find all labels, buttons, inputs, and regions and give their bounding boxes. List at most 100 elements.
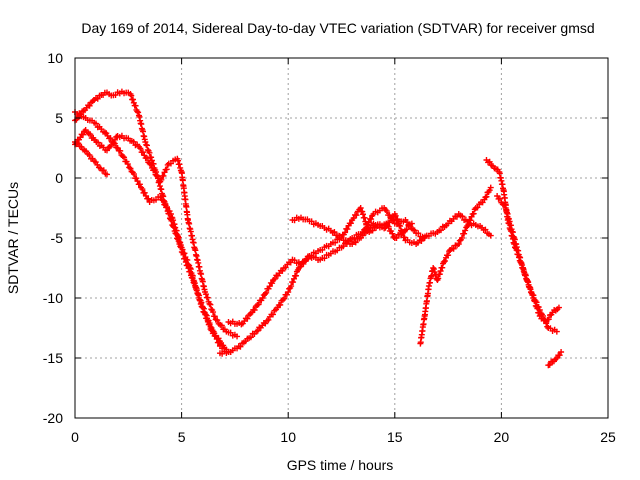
data-point (139, 186, 146, 193)
x-tick-label: 0 (71, 429, 79, 445)
data-point (207, 323, 214, 330)
data-point (92, 120, 99, 127)
data-point (170, 223, 177, 229)
data-point (100, 167, 107, 174)
data-point (470, 210, 477, 217)
data-point (127, 165, 134, 172)
data-point (175, 157, 182, 164)
data-point (189, 275, 196, 282)
data-point (207, 301, 214, 308)
data-point (474, 204, 481, 211)
data-point (350, 215, 357, 222)
data-point (227, 329, 234, 336)
data-point (251, 307, 258, 313)
data-point (137, 145, 144, 152)
data-point (218, 322, 225, 329)
x-tick-label: 15 (387, 429, 403, 445)
data-point (142, 139, 149, 145)
data-point (556, 352, 563, 359)
data-point (383, 208, 390, 215)
data-point (148, 157, 155, 164)
data-point (135, 109, 142, 116)
data-point (210, 328, 217, 335)
data-point (269, 311, 276, 318)
data-point (168, 217, 175, 224)
data-point (266, 283, 273, 290)
data-point (124, 161, 131, 168)
data-point (281, 295, 288, 302)
data-point (368, 216, 375, 223)
data-point (543, 320, 550, 327)
data-point (450, 245, 457, 252)
data-point (185, 265, 192, 272)
data-point (203, 312, 210, 319)
data-point (542, 317, 549, 324)
data-point (430, 266, 437, 273)
data-point (255, 301, 262, 308)
data-point (160, 172, 167, 179)
data-point (148, 154, 155, 161)
data-point (153, 172, 160, 179)
y-tick-label: -10 (43, 290, 63, 306)
data-point (158, 176, 165, 183)
data-point (190, 279, 197, 286)
data-point (386, 219, 393, 226)
data-point (321, 255, 328, 262)
data-point (558, 349, 565, 355)
data-point (546, 361, 553, 368)
data-point (401, 234, 408, 241)
data-point (202, 311, 209, 318)
data-point (269, 280, 276, 287)
data-point (437, 268, 444, 275)
data-point (418, 237, 425, 244)
data-point (195, 291, 202, 298)
x-axis-label: GPS time / hours (287, 457, 394, 473)
data-point (536, 307, 543, 313)
data-point (465, 221, 472, 228)
data-point (145, 195, 152, 202)
data-point (390, 233, 397, 240)
data-point (524, 278, 531, 285)
x-tick-label: 25 (600, 429, 616, 445)
data-point (397, 223, 404, 230)
data-point (130, 171, 137, 178)
data-point (107, 135, 114, 142)
data-point (130, 138, 137, 145)
data-point (360, 211, 367, 218)
data-point (277, 301, 284, 308)
data-point (285, 289, 292, 295)
data-point (361, 214, 368, 221)
data-point (408, 220, 415, 227)
data-point (394, 216, 401, 223)
data-point (247, 334, 254, 341)
data-point (382, 224, 389, 231)
data-point (143, 155, 150, 162)
y-tick-label: 5 (55, 110, 63, 126)
data-point (139, 149, 146, 156)
data-point (134, 108, 141, 115)
data-point (119, 153, 126, 160)
data-point (202, 291, 209, 298)
y-axis-label: SDTVAR / TECUs (5, 182, 21, 294)
data-point (530, 292, 537, 299)
data-point (204, 294, 211, 301)
data-point (436, 271, 443, 278)
data-point (254, 327, 261, 334)
data-point (446, 248, 453, 255)
axis-ticks: 0 5 10 15 20 25 -20 -15 -10 -5 0 5 10 (43, 50, 616, 445)
data-point (117, 147, 124, 154)
data-point (214, 317, 221, 324)
data-point (291, 275, 298, 282)
data-point (180, 251, 187, 258)
data-point (353, 212, 360, 219)
data-point (79, 131, 86, 138)
data-point (146, 160, 153, 167)
data-point (259, 295, 266, 301)
data-point (141, 189, 148, 196)
y-tick-label: 0 (55, 170, 63, 186)
data-point (162, 200, 169, 207)
data-point (143, 141, 150, 148)
data-point (178, 244, 185, 251)
data-point (94, 95, 101, 102)
data-point (107, 142, 114, 149)
